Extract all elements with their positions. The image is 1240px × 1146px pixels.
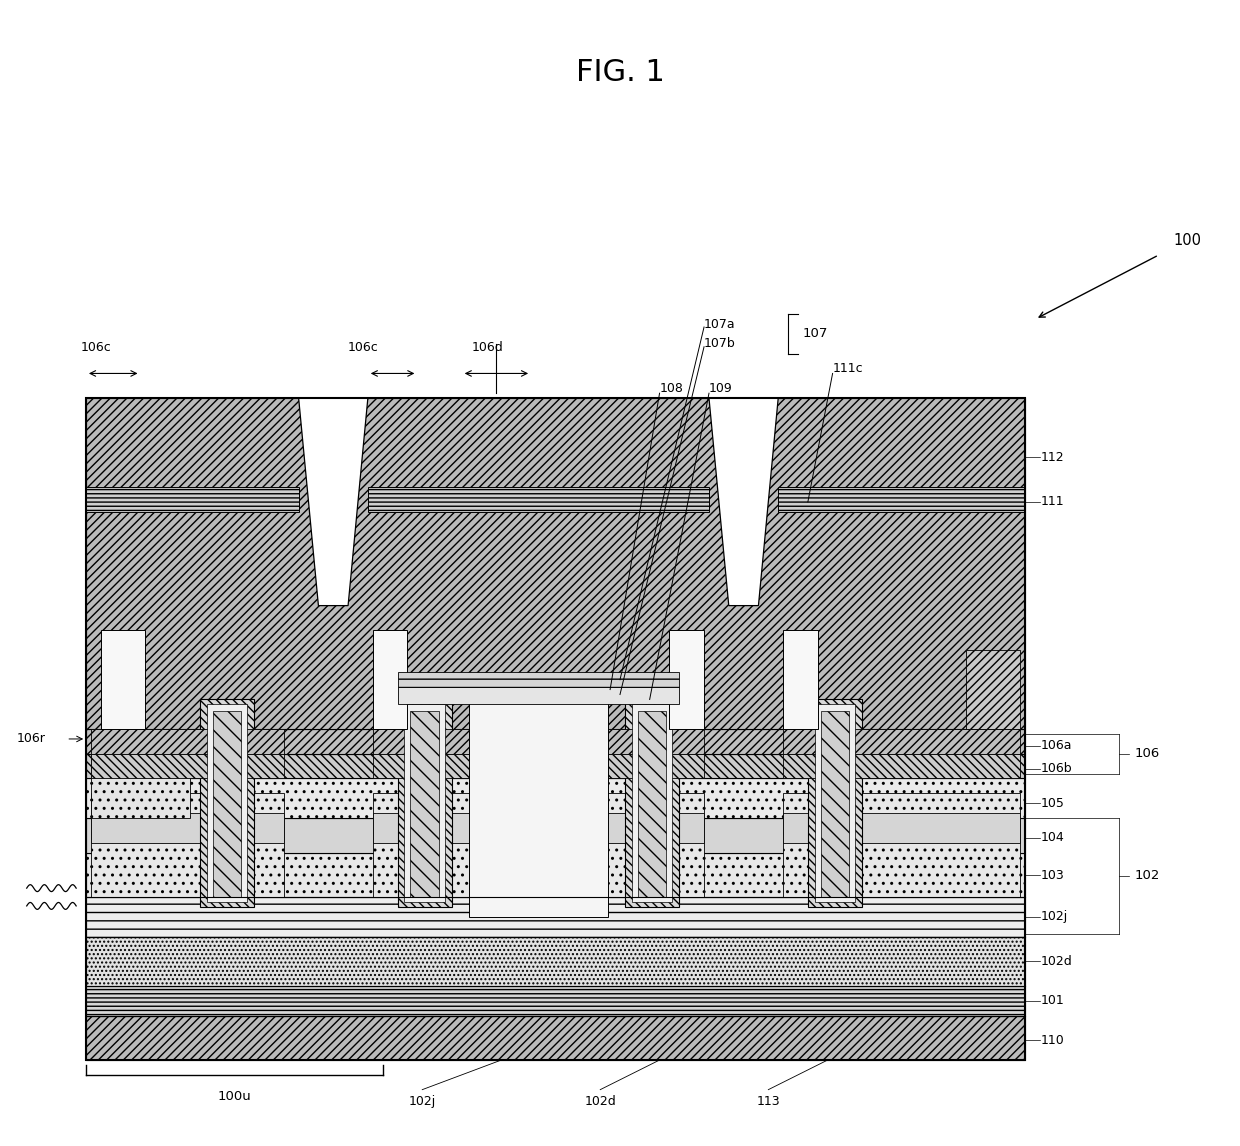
Text: 106d: 106d bbox=[471, 340, 503, 354]
Bar bbox=[373, 793, 704, 897]
Polygon shape bbox=[709, 398, 779, 605]
Bar bbox=[86, 778, 1025, 818]
Text: 107: 107 bbox=[804, 328, 828, 340]
Polygon shape bbox=[299, 398, 368, 605]
Bar bbox=[398, 672, 680, 686]
Bar bbox=[815, 705, 856, 902]
Text: 107a: 107a bbox=[704, 317, 735, 330]
Text: 111: 111 bbox=[1040, 495, 1064, 509]
Text: 106c: 106c bbox=[81, 340, 112, 354]
Bar bbox=[91, 729, 284, 754]
Text: 110: 110 bbox=[1040, 1034, 1064, 1046]
Text: FIG. 1: FIG. 1 bbox=[575, 57, 665, 87]
Text: 102j: 102j bbox=[409, 1094, 436, 1107]
Bar bbox=[207, 705, 247, 902]
Bar bbox=[373, 813, 704, 842]
Bar bbox=[86, 936, 1025, 986]
Bar bbox=[86, 1015, 1025, 1060]
Text: 108: 108 bbox=[660, 382, 683, 394]
Text: 100: 100 bbox=[1174, 233, 1202, 248]
Text: 111c: 111c bbox=[832, 362, 863, 375]
Text: 105: 105 bbox=[1040, 796, 1064, 810]
Bar bbox=[91, 754, 284, 778]
Bar bbox=[91, 813, 284, 842]
Bar bbox=[91, 793, 284, 897]
Bar bbox=[779, 487, 1025, 512]
Bar bbox=[86, 986, 1025, 1015]
Bar bbox=[212, 712, 242, 897]
Bar bbox=[808, 699, 862, 906]
Text: 107b: 107b bbox=[704, 337, 735, 351]
Text: 102: 102 bbox=[1135, 870, 1159, 882]
Bar bbox=[373, 729, 704, 754]
Bar bbox=[670, 630, 704, 729]
Bar bbox=[86, 487, 299, 512]
Bar bbox=[86, 853, 1025, 897]
Bar bbox=[398, 699, 451, 906]
Text: 109: 109 bbox=[709, 382, 733, 394]
Bar bbox=[784, 813, 1021, 842]
Bar bbox=[784, 754, 1021, 778]
Bar bbox=[91, 754, 190, 818]
Text: 113: 113 bbox=[756, 1094, 780, 1107]
Bar bbox=[966, 650, 1021, 729]
Bar bbox=[86, 729, 1025, 754]
Bar bbox=[784, 729, 1021, 754]
Bar bbox=[86, 897, 1025, 936]
Bar bbox=[398, 686, 680, 705]
Bar bbox=[784, 630, 817, 729]
Bar bbox=[86, 398, 1025, 729]
Bar bbox=[200, 699, 254, 906]
Bar bbox=[821, 712, 849, 897]
Bar bbox=[86, 398, 1025, 1060]
Text: 102d: 102d bbox=[584, 1094, 616, 1107]
Text: 106: 106 bbox=[1135, 747, 1159, 760]
Text: 112: 112 bbox=[1040, 450, 1064, 464]
Text: 106r: 106r bbox=[17, 732, 46, 745]
Bar bbox=[637, 712, 666, 897]
Bar bbox=[404, 705, 445, 902]
Bar bbox=[368, 487, 709, 512]
Text: 106b: 106b bbox=[1040, 762, 1071, 775]
Text: 102d: 102d bbox=[1040, 955, 1073, 967]
Text: 101: 101 bbox=[1040, 995, 1064, 1007]
Text: 106a: 106a bbox=[1040, 739, 1071, 753]
Text: 102j: 102j bbox=[1040, 910, 1068, 924]
Bar bbox=[784, 793, 1021, 897]
Bar bbox=[410, 712, 439, 897]
Bar bbox=[100, 630, 145, 729]
Bar bbox=[625, 699, 680, 906]
Bar bbox=[632, 705, 672, 902]
Bar bbox=[86, 754, 1025, 778]
Bar bbox=[373, 754, 704, 778]
Text: 104: 104 bbox=[1040, 831, 1064, 845]
Bar bbox=[469, 690, 608, 917]
Text: 106c: 106c bbox=[348, 340, 379, 354]
Bar bbox=[86, 818, 1025, 853]
Text: 103: 103 bbox=[1040, 869, 1064, 881]
Text: 100u: 100u bbox=[217, 1090, 252, 1102]
Bar bbox=[373, 630, 408, 729]
